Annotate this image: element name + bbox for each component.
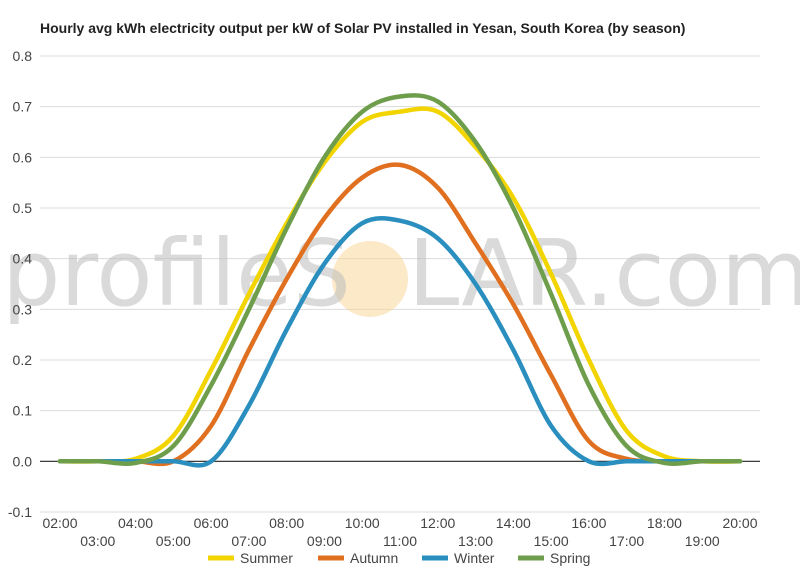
- x-tick-label: 11:00: [383, 533, 417, 549]
- x-tick-label: 16:00: [571, 515, 606, 531]
- watermark: profileS LAR.com: [2, 220, 800, 327]
- legend-label-winter: Winter: [454, 550, 495, 566]
- series-line-spring: [57, 93, 743, 466]
- x-tick-label: 08:00: [269, 515, 304, 531]
- y-tick-label: 0.2: [13, 352, 33, 368]
- series-layer: [57, 93, 743, 468]
- x-tick-label: 12:00: [420, 515, 455, 531]
- y-tick-label: 0.5: [13, 200, 33, 216]
- y-axis-ticks: 0.8 0.7 0.6 0.5 0.4 0.3 0.2 0.1 0.0 -0.1: [8, 48, 32, 520]
- x-axis-ticks: 02:00 04:00 06:00 08:00 10:00 12:00 14:00 16:00…: [42, 515, 757, 549]
- x-tick-label: 03:00: [80, 533, 115, 549]
- x-tick-label: 13:00: [458, 533, 493, 549]
- y-tick-label: 0.0: [13, 453, 33, 469]
- y-tick-label: 0.7: [13, 99, 33, 115]
- y-tick-label: 0.8: [13, 48, 33, 64]
- series-line-summer: [57, 106, 743, 464]
- legend-label-summer: Summer: [240, 550, 293, 566]
- x-tick-label: 15:00: [534, 533, 569, 549]
- y-tick-label: -0.1: [8, 504, 32, 520]
- legend: Summer Autumn Winter Spring: [208, 550, 590, 566]
- x-tick-label: 10:00: [345, 515, 380, 531]
- legend-label-spring: Spring: [550, 550, 590, 566]
- y-tick-label: 0.4: [13, 251, 33, 267]
- x-tick-label: 14:00: [496, 515, 531, 531]
- chart-title: Hourly avg kWh electricity output per kW…: [40, 20, 685, 36]
- y-tick-label: 0.1: [13, 403, 33, 419]
- series-line-winter: [57, 216, 743, 468]
- y-tick-label: 0.6: [13, 149, 33, 165]
- x-tick-label: 18:00: [647, 515, 682, 531]
- x-tick-label: 09:00: [307, 533, 342, 549]
- x-tick-label: 05:00: [156, 533, 191, 549]
- legend-label-autumn: Autumn: [350, 550, 398, 566]
- x-tick-label: 20:00: [722, 515, 757, 531]
- x-tick-label: 19:00: [685, 533, 720, 549]
- watermark-left-text: profileS: [2, 220, 351, 327]
- x-tick-label: 04:00: [118, 515, 153, 531]
- x-tick-label: 07:00: [231, 533, 266, 549]
- x-tick-label: 06:00: [194, 515, 229, 531]
- watermark-sun-icon: [332, 241, 408, 317]
- x-tick-label: 02:00: [42, 515, 77, 531]
- y-tick-label: 0.3: [13, 301, 33, 317]
- x-tick-label: 17:00: [609, 533, 644, 549]
